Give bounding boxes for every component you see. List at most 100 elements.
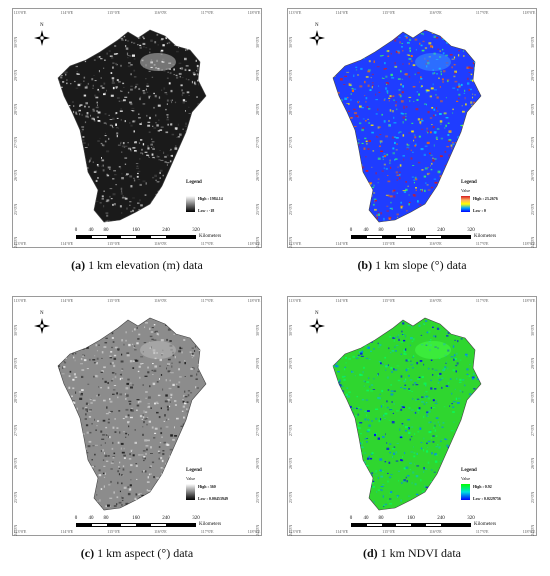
longitude-label: 115°0'E [107,529,120,534]
longitude-label: 118°0'E [247,241,261,246]
longitude-label: 118°0'E [247,298,261,303]
longitude-label: 117°0'E [475,529,489,534]
panel-caption-text: 1 km slope (°) data [375,258,467,272]
legend-low: Low : -18 [198,208,215,213]
longitude-label: 114°0'E [60,10,74,15]
longitude-label: 116°0'E [429,298,442,303]
longitude-label: 115°0'E [382,10,395,15]
legend-title: Legend [461,468,477,473]
longitude-label: 116°0'E [154,529,167,534]
legend-high: High : 1984.14 [198,196,223,201]
panel-caption-text: 1 km NDVI data [380,546,461,560]
scale-bar [351,235,471,239]
scale-bar-label: 40 [88,228,94,233]
north-arrow-icon [34,30,50,51]
longitude-label: 115°0'E [382,298,395,303]
legend-high: High : 23.2676 [473,196,498,201]
province-outline [332,317,482,511]
legend-high: High : 0.92 [473,484,492,489]
scale-bar-unit: Kilometers [474,234,497,239]
scale-bar-label: 320 [467,228,475,233]
scale-bar-label: 160 [132,228,140,233]
longitude-label: 113°0'E [288,298,302,303]
longitude-label: 116°0'E [429,10,442,15]
longitude-label: 115°0'E [107,10,120,15]
north-label: N [315,311,319,316]
panel-aspect: 113°0'E 113°0'E 114°0'E 114°0'E 115°0'E 115°0… [0,288,275,575]
longitude-label: 117°0'E [200,10,214,15]
scale-bar-label: 240 [162,228,170,233]
north-arrow-icon [309,30,325,51]
legend-value-label: Value [186,476,196,481]
province-map [57,317,207,511]
panel-letter: (d) [363,546,378,560]
scale-bar-label: 80 [378,516,384,521]
province-map [57,29,207,223]
legend-color-ramp [461,196,470,212]
province-outline [332,29,482,223]
longitude-label: 116°0'E [429,241,442,246]
longitude-label: 113°0'E [13,529,27,534]
legend-color-ramp [461,484,470,500]
legend-high: High : 360 [198,484,216,489]
legend-low: Low : 0.00453949 [198,496,228,501]
panel-caption: (b) 1 km slope (°) data [357,258,466,273]
panel-caption: (c) 1 km aspect (°) data [81,546,193,561]
longitude-label: 117°0'E [200,241,214,246]
scale-bar-label: 40 [363,516,369,521]
north-label: N [315,23,319,28]
north-label: N [40,23,44,28]
longitude-label: 115°0'E [107,241,120,246]
legend-low: Low : 0.0229756 [473,496,501,501]
longitude-label: 113°0'E [13,298,27,303]
panel-elevation: 113°0'E 113°0'E 114°0'E 114°0'E 115°0'E 115°0… [0,0,275,288]
scale-bar-label: 0 [349,516,353,521]
north-label: N [40,311,44,316]
legend-color-ramp [186,484,195,500]
longitude-label: 113°0'E [288,241,302,246]
scale-bar-label: 40 [363,228,369,233]
longitude-label: 113°0'E [288,10,302,15]
scale-bar-label: 80 [103,516,109,521]
longitude-label: 115°0'E [107,298,120,303]
north-arrow-icon [309,318,325,339]
longitude-label: 117°0'E [200,529,214,534]
longitude-label: 117°0'E [475,241,489,246]
longitude-label: 114°0'E [335,298,349,303]
legend-low: Low : 0 [473,208,486,213]
longitude-label: 118°0'E [247,529,261,534]
panel-letter: (c) [80,546,95,560]
scale-bar-label: 40 [88,516,94,521]
longitude-label: 115°0'E [382,529,395,534]
scale-bar-label: 160 [132,516,140,521]
longitude-label: 116°0'E [154,298,167,303]
panel-slope: 113°0'E 113°0'E 114°0'E 114°0'E 115°0'E 115°0… [275,0,550,288]
scale-bar-label: 320 [192,228,200,233]
longitude-label: 114°0'E [60,241,74,246]
scale-bar-label: 0 [74,516,78,521]
north-arrow-icon [34,318,50,339]
scale-bar-label: 0 [74,228,78,233]
scale-bar [351,523,471,527]
longitude-label: 116°0'E [429,529,442,534]
scale-bar-label: 80 [378,228,384,233]
scale-bar [76,235,196,239]
longitude-label: 113°0'E [288,529,302,534]
province-map [332,317,482,511]
legend-value-label: Value [461,476,471,481]
longitude-label: 118°0'E [522,298,536,303]
scale-bar-label: 0 [349,228,353,233]
scale-bar-label: 160 [407,228,415,233]
longitude-label: 117°0'E [475,298,489,303]
longitude-label: 117°0'E [475,10,489,15]
scale-bar-label: 80 [103,228,109,233]
longitude-label: 114°0'E [335,10,349,15]
longitude-label: 114°0'E [335,241,349,246]
scale-bar-label: 240 [437,228,445,233]
scale-bar-unit: Kilometers [199,234,222,239]
panel-caption: (d) 1 km NDVI data [363,546,461,561]
legend-title: Legend [186,468,202,473]
longitude-label: 113°0'E [13,241,27,246]
scale-bar-label: 240 [437,516,445,521]
longitude-label: 114°0'E [335,529,349,534]
